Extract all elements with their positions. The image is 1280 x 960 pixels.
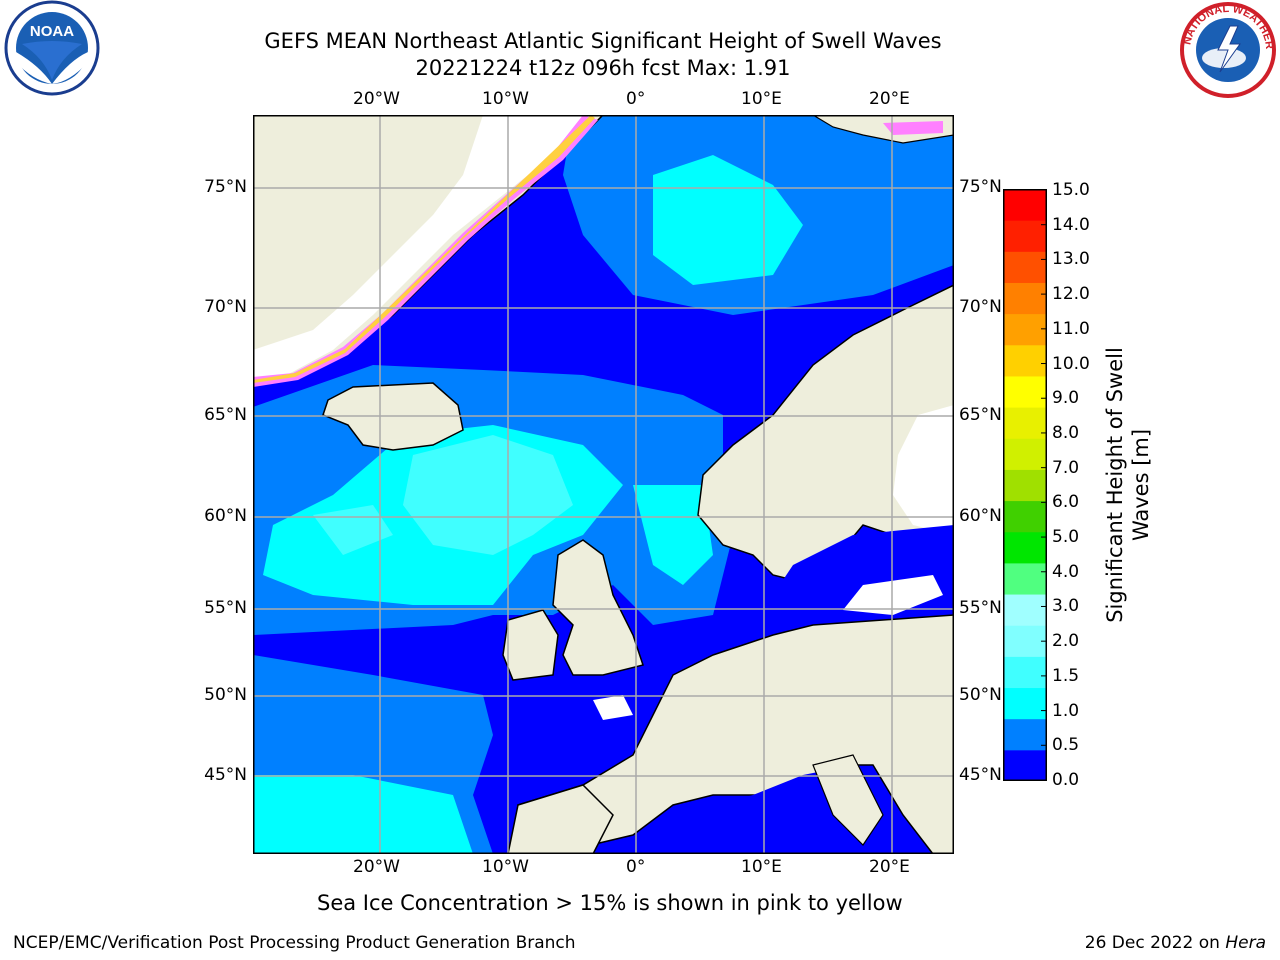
colorbar-tick-label: 6.0	[1052, 492, 1080, 513]
colorbar-label-line1: Significant Height of Swell	[1103, 347, 1127, 623]
colorbar-tick-label: 3.0	[1052, 596, 1080, 617]
colorbar-band	[1003, 220, 1047, 252]
colorbar-tick-label: 9.0	[1052, 388, 1080, 409]
lon-label-top: 20°E	[869, 89, 910, 109]
lon-label-top: 10°W	[482, 89, 529, 109]
lat-label-right: 45°N	[959, 765, 1002, 785]
footer-right: 26 Dec 2022 on Hera	[1085, 933, 1266, 953]
lat-label-left: 60°N	[204, 506, 247, 526]
map-title-line2: 20221224 t12z 096h fcst Max: 1.91	[415, 56, 791, 80]
colorbar-band	[1003, 282, 1047, 315]
lat-label-right: 70°N	[959, 297, 1002, 317]
colorbar-band	[1003, 469, 1047, 502]
lon-label-bottom: 0°	[626, 857, 646, 877]
colorbar-tick-label: 2.0	[1052, 631, 1080, 652]
noaa-logo: NOAA	[4, 0, 100, 96]
colorbar-tick-label: 14.0	[1052, 214, 1090, 235]
lat-label-left: 55°N	[204, 598, 247, 618]
lat-label-right: 55°N	[959, 598, 1002, 618]
colorbar-band	[1003, 594, 1047, 626]
lon-label-bottom: 20°W	[353, 857, 400, 877]
lon-label-top: 20°W	[353, 89, 400, 109]
lon-label-top: 0°	[626, 89, 646, 109]
lat-label-right: 65°N	[959, 405, 1002, 425]
footer-left: NCEP/EMC/Verification Post Processing Pr…	[13, 933, 576, 953]
colorbar-band	[1003, 625, 1047, 657]
footer-host: Hera	[1225, 933, 1266, 953]
lat-label-left: 75°N	[204, 177, 247, 197]
lon-label-bottom: 10°W	[482, 857, 529, 877]
colorbar-tick-label: 0.5	[1052, 735, 1080, 756]
lat-label-right: 60°N	[959, 506, 1002, 526]
colorbar-band	[1003, 189, 1047, 221]
colorbar-band	[1003, 687, 1047, 720]
colorbar-tick-label: 11.0	[1052, 318, 1090, 339]
lat-label-right: 75°N	[959, 177, 1002, 197]
lat-label-left: 50°N	[204, 685, 247, 705]
colorbar-band	[1003, 438, 1047, 470]
colorbar-band	[1003, 407, 1047, 439]
colorbar-band	[1003, 313, 1047, 346]
map-title-line1: GEFS MEAN Northeast Atlantic Significant…	[264, 29, 942, 53]
colorbar-band	[1003, 562, 1047, 595]
colorbar-tick-label: 1.5	[1052, 665, 1080, 686]
colorbar-tick-label: 15.0	[1052, 180, 1090, 200]
colorbar-band	[1003, 251, 1047, 283]
svg-text:NOAA: NOAA	[30, 23, 74, 40]
lat-label-left: 70°N	[204, 297, 247, 317]
lon-label-bottom: 10°E	[741, 857, 782, 877]
colorbar-band	[1003, 718, 1047, 751]
nws-logo: NATIONAL WEATHER SERVICE	[1176, 0, 1276, 98]
lon-label-bottom: 20°E	[869, 857, 910, 877]
colorbar-band	[1003, 531, 1047, 564]
colorbar-tick-label: 10.0	[1052, 353, 1090, 374]
lon-label-top: 10°E	[741, 89, 782, 109]
colorbar-tick-label: 7.0	[1052, 457, 1080, 478]
footer-date: 26 Dec 2022 on	[1084, 933, 1226, 953]
colorbar-tick-label: 1.0	[1052, 700, 1080, 721]
colorbar-tick-label: 8.0	[1052, 422, 1080, 443]
colorbar-label-line2: Waves [m]	[1129, 428, 1153, 542]
colorbar-tick-label: 12.0	[1052, 284, 1090, 305]
colorbar-label: Significant Height of Swell Waves [m]	[1102, 347, 1154, 623]
lat-label-left: 45°N	[204, 765, 247, 785]
colorbar-band	[1003, 656, 1047, 689]
colorbar-tick-label: 13.0	[1052, 249, 1090, 270]
swell-height-map	[253, 115, 954, 854]
lat-label-right: 50°N	[959, 685, 1002, 705]
colorbar	[1003, 189, 1047, 781]
colorbar-band	[1003, 500, 1047, 533]
colorbar-band	[1003, 344, 1047, 377]
lat-label-left: 65°N	[204, 405, 247, 425]
colorbar-border	[1003, 189, 1047, 781]
colorbar-tick-label: 0.0	[1052, 770, 1080, 790]
colorbar-band	[1003, 749, 1047, 781]
sea-ice-note: Sea Ice Concentration > 15% is shown in …	[317, 891, 903, 915]
colorbar-band	[1003, 375, 1047, 408]
colorbar-tick-label: 5.0	[1052, 527, 1080, 548]
colorbar-tick-label: 4.0	[1052, 561, 1080, 582]
